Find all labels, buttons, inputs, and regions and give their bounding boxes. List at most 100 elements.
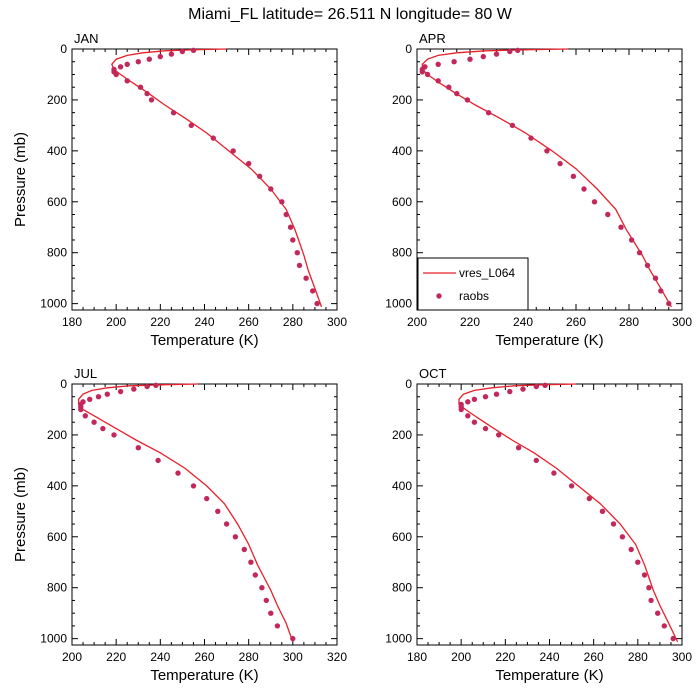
raobs-point [435, 61, 441, 67]
y-tick-label: 800 [392, 581, 412, 595]
x-tick-label: 260 [194, 650, 214, 664]
raobs-point [599, 508, 606, 514]
x-tick-label: 200 [62, 650, 82, 664]
raobs-point [241, 546, 247, 553]
panel-jan: 180 200 220 240 260 280 300 0 200 400 600 800 1000 JA… [12, 31, 347, 349]
raobs-point [509, 122, 516, 129]
panel-jul: 200 220 240 260 280 300 320 0 200 400 600 800 1000 JU… [12, 366, 347, 684]
y-tick-label: 600 [392, 195, 412, 209]
series-line-vres-l064 [77, 383, 294, 643]
raobs-point [124, 61, 130, 67]
y-tick-label: 1000 [40, 632, 67, 646]
raobs-point [117, 64, 124, 70]
raobs-point [652, 275, 659, 281]
y-tick-label: 200 [47, 428, 67, 442]
raobs-point [223, 521, 230, 527]
raobs-point [188, 122, 194, 129]
raobs-point [157, 53, 163, 60]
panel-apr: 200 220 240 260 280 300 0 200 400 600 800 1000 APR Te… [385, 31, 692, 349]
x-tick-label: 320 [327, 650, 347, 664]
raobs-point [451, 59, 457, 65]
y-tick-label: 800 [47, 581, 67, 595]
raobs-point [610, 521, 617, 527]
x-tick-label: 300 [327, 315, 347, 329]
x-tick-label: 180 [62, 315, 82, 329]
y-tick-label: 600 [392, 530, 412, 544]
y-tick-label: 400 [47, 479, 67, 493]
raobs-point [246, 160, 252, 167]
raobs-point [257, 173, 263, 179]
y-tick-label: 1000 [385, 297, 412, 311]
raobs-point [619, 534, 626, 540]
raobs-point [485, 110, 492, 116]
raobs-point [279, 199, 285, 205]
y-tick-label: 200 [392, 428, 412, 442]
raobs-point [557, 160, 563, 167]
x-axis-title: Temperature (K) [150, 332, 258, 349]
series-line-vres-l064 [458, 383, 679, 643]
y-tick-label: 0 [60, 42, 67, 56]
x-tick-label: 280 [619, 315, 639, 329]
raobs-point [465, 399, 471, 405]
raobs-point [570, 173, 577, 179]
y-tick-label: 800 [392, 246, 412, 260]
plot-frame [71, 383, 338, 646]
raobs-point [493, 391, 500, 397]
raobs-point [507, 48, 513, 55]
raobs-point [666, 300, 672, 307]
panel-label: OCT [419, 366, 447, 381]
raobs-point [551, 470, 557, 476]
x-tick-label: 240 [150, 650, 170, 664]
raobs-point [646, 585, 652, 591]
raobs-point [464, 97, 471, 103]
raobs-point [661, 623, 667, 629]
raobs-point [146, 56, 152, 62]
raobs-point [471, 396, 478, 402]
raobs-point [144, 383, 150, 390]
raobs-point [248, 559, 254, 565]
raobs-point [310, 288, 316, 294]
raobs-point [507, 388, 513, 395]
raobs-point [137, 84, 144, 90]
raobs-point [670, 635, 676, 642]
raobs-point [533, 383, 539, 390]
x-tick-label: 260 [239, 315, 259, 329]
y-axis-title: Pressure (mb) [12, 467, 29, 562]
x-tick-label: 240 [194, 315, 214, 329]
raobs-point [641, 572, 648, 578]
raobs-point [515, 445, 522, 451]
raobs-point [124, 78, 130, 84]
y-tick-label: 400 [392, 144, 412, 158]
x-tick-label: 220 [460, 315, 480, 329]
raobs-point [658, 288, 664, 294]
raobs-point [144, 90, 150, 97]
y-tick-label: 200 [392, 93, 412, 107]
raobs-point [78, 406, 84, 413]
x-axis-title: Temperature (K) [150, 667, 258, 684]
raobs-point [515, 47, 521, 53]
x-axis-title: Temperature (K) [495, 332, 603, 349]
raobs-point [168, 51, 175, 57]
panel-oct: 180 200 220 240 260 280 300 0 200 400 600 800 1000 OC… [385, 366, 692, 684]
raobs-point [113, 71, 119, 78]
y-tick-label: 0 [405, 42, 412, 56]
raobs-point [533, 457, 539, 464]
raobs-point [91, 419, 97, 425]
panel-label: JAN [74, 31, 99, 46]
raobs-point [268, 610, 274, 616]
raobs-point [215, 508, 221, 514]
raobs-point [496, 432, 502, 438]
raobs-point [605, 211, 611, 218]
raobs-point [232, 534, 239, 540]
x-tick-label: 220 [150, 315, 170, 329]
raobs-point [586, 495, 592, 502]
raobs-point [493, 51, 500, 57]
raobs-point [100, 425, 106, 432]
x-tick-label: 200 [451, 650, 471, 664]
raobs-point [303, 275, 309, 281]
x-tick-label: 280 [283, 315, 303, 329]
y-tick-label: 0 [60, 377, 67, 391]
raobs-point [520, 386, 526, 392]
raobs-point [424, 71, 431, 78]
legend-label-vres-l064: vres_L064 [459, 266, 515, 280]
